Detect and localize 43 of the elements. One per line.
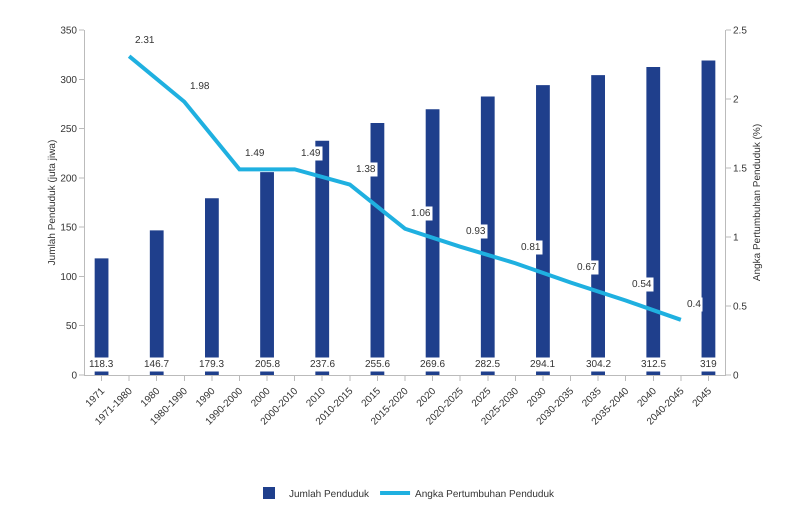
data-label: 0.81 <box>521 242 541 253</box>
y2-tick-label: 2.5 <box>733 26 748 36</box>
legend-label: Angka Pertumbuhan Penduduk <box>415 488 556 500</box>
data-label: 304.2 <box>586 359 612 370</box>
y-tick-label: 50 <box>66 321 78 332</box>
y2-tick-label: 2 <box>733 94 739 106</box>
data-label: 1.98 <box>190 81 210 92</box>
y-tick-label: 250 <box>60 124 78 136</box>
data-label: 0.67 <box>577 262 597 273</box>
y-tick-label: 200 <box>60 173 78 184</box>
y-tick-label: 300 <box>60 74 78 86</box>
line-series <box>127 54 683 322</box>
data-label: 118.3 <box>89 359 114 370</box>
data-label: 1.49 <box>245 148 265 159</box>
y2-axis-title: Angka Pertumbuhan Penduduk (%) <box>752 124 763 282</box>
y-tick-label: 150 <box>60 222 78 234</box>
y2-tick-label: 0.5 <box>733 302 748 312</box>
data-label: 0.54 <box>632 279 652 290</box>
data-label: 269.6 <box>420 359 446 370</box>
data-label: 1.06 <box>411 208 431 219</box>
data-label: 294.1 <box>530 359 556 370</box>
y-tick-label: 100 <box>60 272 78 283</box>
y-tick-label: 350 <box>60 26 78 36</box>
data-label: 237.6 <box>310 359 336 370</box>
y2-tick-label: 1 <box>733 232 739 244</box>
y2-tick-label: 0 <box>733 370 739 382</box>
data-label: 1.49 <box>301 148 321 159</box>
data-label: 312.5 <box>641 359 666 370</box>
data-label: 319 <box>700 359 718 370</box>
data-label: 0.4 <box>687 299 702 310</box>
data-label: 282.5 <box>475 359 500 370</box>
y-tick-label: 0 <box>71 370 78 382</box>
y2-tick-label: 1.5 <box>733 164 748 174</box>
legend-label: Jumlah Penduduk <box>289 488 370 500</box>
data-label: 1.38 <box>356 164 376 175</box>
data-label: 146.7 <box>144 359 170 370</box>
data-label: 179.3 <box>199 359 224 370</box>
y-axis-title: Jumlah Penduduk (juta jiwa) <box>47 140 58 266</box>
data-label: 255.6 <box>365 359 390 370</box>
data-label: 205.8 <box>255 359 280 370</box>
data-label: 0.93 <box>466 226 486 237</box>
bar <box>702 60 716 375</box>
data-label: 2.31 <box>135 35 155 46</box>
